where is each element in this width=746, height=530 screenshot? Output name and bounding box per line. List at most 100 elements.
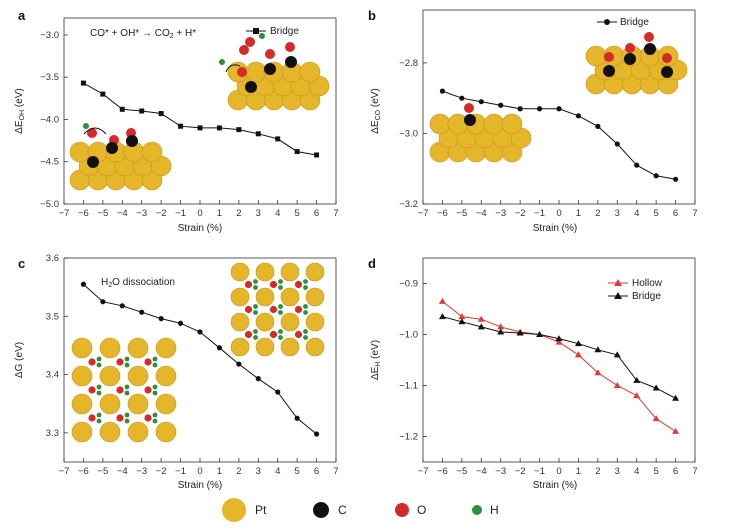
y-tick-label: 3.3: [46, 428, 59, 439]
y-tick-label: −3.0: [399, 128, 418, 139]
h-atom: [278, 304, 283, 309]
data-point: [652, 384, 660, 391]
panel-b-label: b: [368, 8, 376, 23]
x-tick-label: −1: [534, 466, 545, 477]
panel-d-label: d: [368, 256, 376, 271]
data-point: [477, 315, 485, 322]
h-atom: [96, 390, 102, 396]
panel-b-legend-marker: [604, 19, 610, 25]
h-atom: [253, 310, 258, 315]
pt-atom: [71, 393, 93, 415]
data-point: [672, 176, 679, 182]
pt-atom: [255, 287, 275, 307]
h-atom: [278, 310, 283, 315]
y-tick-label: −3.5: [40, 72, 59, 83]
pt-atom: [71, 365, 93, 387]
panel-b-slab-left: [429, 103, 532, 163]
pt-atom: [69, 141, 91, 163]
h-atom: [278, 285, 283, 290]
pt-atom: [429, 113, 451, 135]
data-point: [80, 281, 87, 287]
panel-b-series-bridge-markers: [439, 88, 679, 182]
pt-atom: [71, 421, 93, 443]
panel-d-legend-marker-bridge: [614, 292, 622, 299]
x-tick-label: −4: [476, 466, 487, 477]
x-tick-label: 6: [314, 208, 319, 219]
data-point: [653, 173, 659, 179]
x-tick-label: −3: [136, 208, 147, 219]
x-tick-label: −3: [495, 466, 506, 477]
panel-d-legend-label-bridge: Bridge: [632, 291, 661, 302]
panel-c-xlabel: Strain (%): [178, 480, 222, 491]
x-tick-label: 2: [236, 466, 241, 477]
h-atom: [152, 384, 158, 390]
data-point: [634, 162, 640, 168]
data-point: [197, 125, 203, 131]
h-atom: [96, 356, 102, 362]
pt-atom: [127, 365, 149, 387]
x-tick-label: −5: [456, 466, 467, 477]
panel-b-ylabel: ΔECO (eV): [370, 88, 382, 134]
o-atom: [269, 305, 278, 314]
x-tick-label: 4: [275, 208, 280, 219]
x-tick-label: 3: [256, 466, 261, 477]
x-tick-label: −3: [495, 208, 506, 219]
panel-a-reaction-title: CO* + OH* → CO2 + H*: [90, 28, 196, 40]
pt-atom: [230, 262, 250, 282]
y-tick-label: −3.0: [40, 30, 59, 41]
x-tick-label: 6: [673, 466, 678, 477]
data-point: [555, 338, 563, 345]
panel-a-legend-marker: [253, 28, 259, 34]
data-point: [158, 111, 164, 117]
panel-c-lattice-right: [230, 262, 325, 357]
pt-atom: [127, 393, 149, 415]
panel-d: d −7 −6 −5 −4 −3 −2 −1 0 1 2 3 4 5 6 7 −1.2 −1.1 −1.0 −0.9…: [368, 256, 698, 491]
data-point: [294, 415, 300, 421]
pt-atom: [141, 141, 163, 163]
h-atom: [96, 384, 102, 390]
data-point: [439, 88, 446, 94]
x-tick-label: −5: [97, 208, 108, 219]
x-tick-label: 0: [197, 466, 202, 477]
panel-a-ticks: −7 −6 −5 −4 −3 −2 −1 0 1 2 3 4 5 6 7 −5.0 −4.5 −4.0 −3.5 −3…: [40, 30, 338, 219]
data-point: [536, 106, 543, 112]
data-point: [594, 346, 602, 353]
x-tick-label: 3: [615, 208, 620, 219]
h-atom: [278, 329, 283, 334]
pt-atom: [127, 337, 149, 359]
legend-h-swatch: [472, 505, 482, 515]
data-point: [613, 351, 621, 358]
data-point: [516, 329, 524, 336]
h-atom: [303, 304, 308, 309]
data-point: [139, 309, 145, 315]
y-tick-label: −1.2: [399, 432, 418, 443]
legend-c-swatch: [313, 502, 329, 518]
data-point: [119, 303, 125, 309]
data-point: [574, 340, 582, 347]
y-tick-label: −4.5: [40, 157, 59, 168]
panel-c-lattice-left: [71, 337, 177, 443]
panel-d-ticks: −7 −6 −5 −4 −3 −2 −1 0 1 2 3 4 5 6 7 −1.2 −1.1 −1.0 −0.9: [399, 279, 697, 478]
o-atom: [244, 305, 253, 314]
pt-atom: [155, 393, 177, 415]
y-tick-label: −2.8: [399, 58, 418, 69]
o-atom: [269, 330, 278, 339]
data-point: [614, 141, 620, 147]
x-tick-label: 0: [197, 208, 202, 219]
y-tick-label: 3.4: [46, 370, 59, 381]
pt-atom: [155, 421, 177, 443]
panel-c-label: c: [18, 256, 25, 271]
o-atom: [244, 330, 253, 339]
data-point: [255, 131, 261, 137]
pt-atom: [230, 337, 250, 357]
x-tick-label: 4: [634, 208, 639, 219]
x-tick-label: −6: [437, 466, 448, 477]
y-tick-label: 3.5: [46, 311, 59, 322]
data-point: [672, 427, 680, 434]
x-tick-label: 4: [634, 466, 639, 477]
h-atom: [152, 362, 158, 368]
pt-atom: [483, 113, 505, 135]
x-tick-label: 0: [556, 208, 561, 219]
data-point: [438, 297, 446, 304]
data-point: [294, 149, 300, 155]
